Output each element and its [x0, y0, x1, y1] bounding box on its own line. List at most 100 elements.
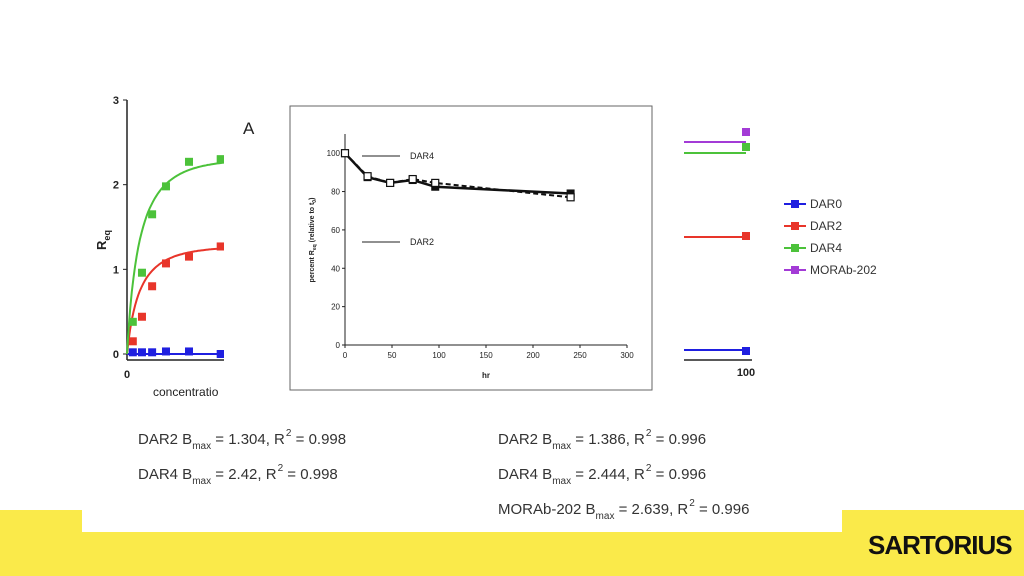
legend-label: DAR4 [810, 241, 842, 255]
inset-x-tick-50: 50 [388, 351, 397, 360]
inset-x-tick-250: 250 [573, 351, 587, 360]
inset-chart: 0 50 100 150 200 250 300 0 20 40 60 80 100 hr percent … [309, 134, 634, 380]
legend-item-dar4: DAR4 [784, 241, 842, 255]
left-fit-curve-dar4 [126, 161, 224, 355]
sartorius-logo: SARTORIUS [868, 530, 1013, 560]
left-y-tick-2: 2 [113, 180, 119, 192]
stat-line-dar4-left: DAR4 Bmax = 2.42, R2 = 0.998 [138, 463, 338, 487]
inset-y-tick-20: 20 [331, 303, 340, 312]
left-point-dar4 [128, 317, 137, 326]
stat-label: MORAb-202 B [498, 501, 596, 518]
left-y-tick-1: 1 [113, 264, 119, 276]
legend-marker [791, 200, 799, 208]
right-plot [684, 128, 750, 355]
inset-x-tick-0: 0 [343, 351, 348, 360]
left-point-dar0 [128, 348, 137, 357]
inset-y-label-suffix: (relative to t [309, 202, 316, 244]
left-point-dar0 [137, 348, 146, 357]
legend-label: MORAb-202 [810, 263, 877, 277]
left-fit-curve-dar2 [126, 247, 224, 355]
stat-sup: 2 [645, 463, 652, 474]
left-plot [126, 155, 224, 358]
stat-sub: max [552, 441, 572, 452]
inset-point-open [408, 174, 417, 184]
left-point-dar2 [137, 312, 146, 321]
inset-x-axis-label: hr [482, 371, 490, 380]
inset-y-tick-80: 80 [331, 188, 340, 197]
left-series-dar4 [126, 155, 224, 355]
footer-band-gap [82, 510, 842, 532]
inset-point-open [386, 178, 395, 188]
left-point-dar0 [184, 347, 193, 356]
stat-sup: 2 [285, 428, 292, 439]
inset-y-tick-0: 0 [336, 341, 341, 350]
inset-panel [289, 105, 653, 391]
inset-y-label-main: percent R [309, 250, 316, 282]
stat-tail: = 0.998 [283, 466, 338, 483]
left-point-dar2 [184, 252, 193, 261]
left-y-axis-label-main: R [94, 240, 109, 250]
right-series-dar0 [684, 347, 750, 355]
stat-text: = 2.42, R [211, 466, 277, 483]
stat-sup: 2 [689, 498, 695, 509]
stat-sub: max [595, 511, 615, 522]
panel-label-a: A [243, 119, 255, 138]
inset-legend-label: DAR2 [410, 237, 434, 247]
inset-point-open [566, 193, 575, 202]
inset-point-open [431, 178, 440, 188]
inset-legend-dar2: DAR2 [362, 237, 434, 247]
inset-y-label-end: ) [309, 198, 316, 200]
stat-sub: max [552, 476, 572, 487]
stat-label: DAR2 B [138, 431, 193, 448]
left-series-dar0 [127, 347, 224, 358]
right-point-dar2 [742, 232, 750, 240]
stat-tail: = 0.996 [694, 501, 750, 518]
right-series-dar4 [684, 143, 750, 154]
left-point-dar4 [148, 210, 157, 219]
stat-line-dar2-left: DAR2 Bmax = 1.304, R2 = 0.998 [138, 428, 346, 452]
inset-x-tick-300: 300 [620, 351, 634, 360]
stat-label: DAR4 B [498, 466, 553, 483]
stat-text: = 2.444, R [571, 466, 645, 483]
left-x-tick-0: 0 [124, 369, 130, 381]
legend-item-morab-202: MORAb-202 [784, 263, 877, 277]
inset-legend-label: DAR4 [410, 151, 434, 161]
left-x-axis-label: concentratio [153, 385, 219, 399]
left-point-dar4 [137, 268, 146, 277]
right-series-dar2 [684, 232, 750, 240]
stat-sup: 2 [645, 428, 652, 439]
left-point-dar0 [148, 348, 157, 357]
left-point-dar0 [161, 347, 170, 356]
stat-text: = 2.639, R [614, 501, 689, 518]
stat-tail: = 0.998 [291, 431, 347, 448]
right-x-tick-100: 100 [737, 367, 755, 379]
right-point-dar0 [742, 347, 750, 355]
inset-series-dashed [340, 149, 575, 202]
right-series-morab-202 [684, 128, 750, 143]
inset-x-tick-200: 200 [526, 351, 540, 360]
stat-sub: max [192, 476, 212, 487]
left-y-axis-label-sub: eq [102, 230, 112, 241]
inset-y-tick-60: 60 [331, 226, 340, 235]
left-point-dar4 [216, 155, 224, 164]
stat-sub: max [192, 441, 212, 452]
stat-line-morab-right: MORAb-202 Bmax = 2.639, R2 = 0.996 [498, 498, 749, 522]
right-point-dar4 [742, 143, 750, 151]
left-point-dar4 [184, 157, 193, 166]
left-point-dar4 [161, 182, 170, 191]
inset-y-axis-label: percent Req (relative to t0) [309, 198, 318, 283]
stat-text: = 1.304, R [211, 431, 285, 448]
inset-point-open [340, 149, 350, 158]
inset-y-label-suffix-sub: 0 [312, 200, 318, 203]
stat-text: = 1.386, R [571, 431, 645, 448]
binding-figure: 0 1 2 3 0 concentratio Req 100 DAR0 DAR2 DAR4… [94, 95, 877, 399]
left-y-axis-label: Req [94, 230, 112, 250]
inset-y-tick-40: 40 [331, 264, 340, 273]
legend-item-dar0: DAR0 [784, 197, 842, 211]
left-y-tick-0: 0 [113, 349, 119, 361]
inset-x-tick-150: 150 [479, 351, 493, 360]
stat-label: DAR4 B [138, 466, 193, 483]
inset-x-tick-100: 100 [432, 351, 446, 360]
left-point-dar2 [161, 259, 170, 268]
inset-point-open [363, 172, 372, 181]
